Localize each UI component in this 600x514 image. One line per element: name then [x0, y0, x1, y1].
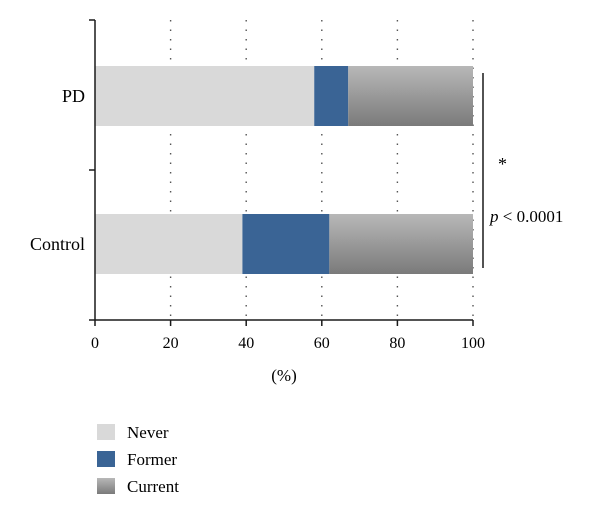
bar-control-former	[242, 214, 330, 274]
significance-marker: *	[498, 154, 507, 174]
bar-control-current	[329, 214, 473, 274]
legend-label-current: Current	[127, 477, 179, 496]
axes	[94, 20, 473, 321]
bar-pd-current	[348, 66, 473, 126]
legend-swatch-never	[97, 424, 115, 440]
bar-control-never	[95, 214, 243, 274]
legend-swatch-former	[97, 451, 115, 467]
bar-pd-former	[314, 66, 349, 126]
x-axis-label: (%)	[271, 366, 296, 385]
x-tick-label-20: 20	[163, 335, 179, 352]
category-labels: PD Control	[30, 86, 85, 254]
p-value-text: < 0.0001	[499, 207, 564, 226]
legend-label-former: Former	[127, 450, 177, 469]
legend: Never Former Current	[97, 423, 179, 496]
x-tick-label-100: 100	[461, 335, 485, 352]
x-tick-label-60: 60	[314, 335, 330, 352]
grid-lines	[169, 20, 474, 320]
p-value-symbol: p	[489, 207, 499, 226]
legend-label-never: Never	[127, 423, 169, 442]
ticks: 0 20 40 60 80 100	[89, 19, 485, 352]
legend-swatch-current	[97, 478, 115, 494]
category-label-control: Control	[30, 234, 85, 254]
x-tick-label-0: 0	[91, 335, 99, 352]
significance-annotation: * p < 0.0001	[482, 73, 563, 268]
category-label-pd: PD	[62, 86, 85, 106]
p-value-label: p < 0.0001	[489, 207, 563, 226]
bars	[95, 66, 473, 274]
bar-pd-never	[95, 66, 315, 126]
x-tick-label-40: 40	[238, 335, 254, 352]
x-tick-label-80: 80	[389, 335, 405, 352]
